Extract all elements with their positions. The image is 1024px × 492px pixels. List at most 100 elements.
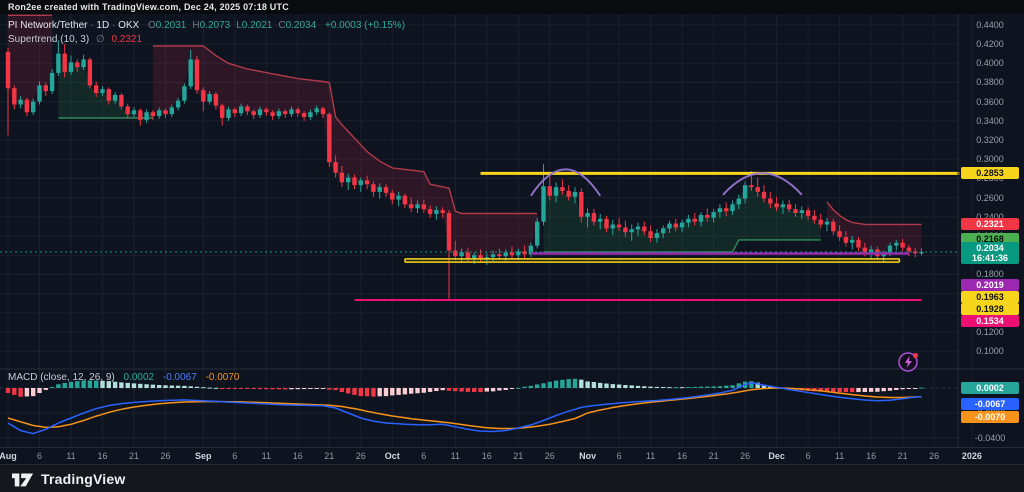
macd-hist-bar: [919, 387, 924, 389]
candle-body: [402, 195, 408, 205]
candle-body: [289, 109, 294, 115]
candle-body: [94, 85, 99, 94]
candle: [18, 95, 23, 109]
boost-icon[interactable]: [894, 348, 922, 376]
macd-hist-bar: [478, 388, 483, 393]
supertrend-fill: [827, 202, 922, 257]
candle: [81, 54, 86, 70]
candle: [207, 91, 212, 105]
candle-body: [837, 231, 842, 238]
time-tick: 21: [708, 451, 719, 461]
candle: [163, 108, 168, 118]
candle: [705, 208, 710, 222]
candle-body: [62, 53, 67, 72]
macd-hist-bar: [402, 388, 408, 395]
candle-body: [522, 251, 527, 255]
candle-body: [427, 209, 433, 214]
candle: [774, 196, 779, 212]
candle: [49, 69, 55, 94]
candle-body: [377, 187, 382, 192]
candle: [283, 109, 288, 118]
price-tick: 0.2400: [976, 211, 1004, 222]
candle: [509, 246, 515, 260]
macd-hist-bar: [245, 388, 250, 389]
macd-hist-bar: [642, 386, 647, 388]
candle: [377, 183, 382, 199]
last-price-countdown-tag: 0.2034 16:41:36: [961, 242, 1019, 264]
price-tick: 0.3000: [976, 154, 1004, 165]
time-tick: 16: [97, 451, 108, 461]
macd-hist-bar: [906, 388, 912, 389]
candle-body: [585, 213, 590, 217]
candle-body: [843, 237, 849, 243]
macd-hist-bar: [761, 384, 767, 388]
supertrend-price-tag: 0.2321: [961, 218, 1019, 231]
candle: [75, 59, 80, 72]
notification-dot: [912, 352, 919, 359]
price-tick: 0.3400: [976, 115, 1004, 126]
candle-body: [364, 180, 370, 185]
candle-body: [831, 221, 836, 232]
candle-body: [81, 59, 86, 68]
time-tick: 26: [544, 451, 555, 461]
candle-body: [144, 112, 149, 120]
candle-body: [856, 239, 861, 248]
time-axis[interactable]: Aug 6 11 16 21 26 Sep 6 11 16 21 26 Oct 6 11 16 21 26 Nov 6…: [0, 447, 1024, 465]
macd-hist-bar: [415, 388, 420, 394]
macd-hist-bar: [301, 388, 307, 390]
price-tick: 0.4200: [976, 39, 1004, 50]
macd-hist-bar: [257, 388, 263, 390]
time-tick: 21: [128, 451, 140, 461]
timeframe-label[interactable]: 1D: [96, 20, 110, 31]
supertrend-line: [543, 239, 821, 253]
candle-body: [415, 204, 420, 209]
time-tick: 11: [834, 451, 845, 461]
tradingview-brand[interactable]: TradingView: [41, 470, 126, 487]
candle: [346, 173, 351, 190]
candle-body: [383, 187, 389, 193]
macd-label[interactable]: MACD (close, 12, 26, 9): [8, 372, 115, 383]
macd-hist-bar: [673, 387, 678, 389]
macd-hist-bar: [862, 388, 867, 392]
macd-hist-bar: [49, 387, 55, 389]
tradingview-logo-icon[interactable]: [12, 470, 34, 488]
candle: [692, 213, 697, 226]
candle: [257, 106, 263, 118]
macd-hist-bar: [276, 388, 282, 390]
ohlc-key: C: [278, 20, 286, 31]
candle: [383, 184, 389, 197]
candle-body: [553, 187, 559, 196]
macd-hist-bar: [553, 380, 559, 388]
price-axis[interactable]: 0.4400 0.4200 0.4000 0.3800 0.3600 0.3400 0.32…: [958, 14, 1024, 447]
candle-body: [56, 53, 61, 73]
candle: [333, 155, 338, 178]
symbol-title[interactable]: PI Network/Tether: [8, 20, 88, 31]
candle-body: [75, 62, 80, 68]
macd-legend-row: MACD (close, 12, 26, 9) 0.0002 -0.0067 -…: [8, 372, 240, 383]
candle: [314, 105, 319, 116]
candle: [358, 177, 363, 192]
supertrend-label[interactable]: Supertrend (10, 3): [8, 34, 90, 45]
candle-body: [358, 180, 363, 186]
candle-body: [327, 114, 332, 163]
macd-hist-bar: [755, 382, 760, 388]
macd-hist-bar: [220, 388, 225, 389]
exchange-label[interactable]: OKX: [118, 20, 140, 31]
price-tick: 0.1200: [976, 327, 1004, 338]
candle-body: [629, 229, 634, 233]
macd-hist-bar: [207, 387, 212, 389]
macd-hist-bar: [308, 388, 313, 389]
candle-body: [478, 255, 483, 260]
macd-hist-bar: [427, 388, 433, 392]
price-tick: 0.2600: [976, 192, 1004, 203]
candle-body: [226, 109, 231, 118]
watermark-bar: Ron2ee created with TradingView.com, Dec…: [0, 0, 1024, 14]
candle: [390, 189, 395, 205]
candle: [856, 237, 861, 252]
supertrend-fill: [58, 53, 153, 120]
macd-hist-bar: [440, 388, 445, 391]
candle-body: [131, 110, 137, 115]
supertrend-eye-icon[interactable]: ∅: [95, 34, 105, 45]
candle-body: [774, 203, 779, 208]
